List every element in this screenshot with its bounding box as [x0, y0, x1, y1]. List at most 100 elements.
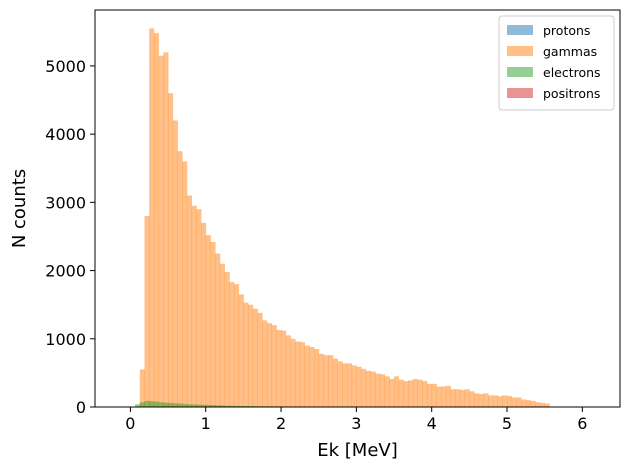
gammas-bar [149, 28, 155, 407]
gammas-bar [521, 399, 527, 407]
gammas-bar [318, 353, 324, 407]
y-tick-label: 0 [76, 398, 86, 417]
legend-label-positrons: positrons [543, 86, 600, 101]
electrons-bar [172, 403, 178, 407]
y-tick-label: 3000 [45, 193, 86, 212]
gammas-bar [332, 358, 338, 407]
y-tick-label: 1000 [45, 330, 86, 349]
gammas-bar [502, 395, 508, 407]
legend-swatch-positrons [507, 88, 533, 98]
electrons-bar [219, 405, 225, 407]
legend: protons gammas electrons positrons [498, 15, 615, 111]
legend-label-gammas: gammas [543, 44, 597, 59]
gammas-bar [431, 383, 437, 407]
gammas-bar [488, 395, 494, 407]
electrons-bar [229, 405, 235, 407]
gammas-bar [379, 374, 386, 407]
gammas-bar [186, 195, 193, 407]
electrons-bar [224, 405, 230, 407]
gammas-bar [445, 385, 451, 407]
gammas-bar [233, 284, 240, 407]
gammas-bar [262, 320, 268, 407]
gammas-bar [459, 389, 466, 407]
legend-swatch-gammas [507, 46, 533, 56]
electrons-bar [139, 402, 145, 407]
gammas-bar [544, 403, 550, 407]
electrons-bar [201, 404, 207, 407]
electrons-bar [163, 402, 169, 407]
x-tick-label: 0 [125, 414, 135, 433]
electrons-bar [153, 401, 160, 407]
gammas-bar [215, 253, 221, 407]
gammas-bar [464, 389, 470, 407]
electrons-bar [177, 403, 183, 407]
gammas-bar [304, 345, 310, 407]
gammas-bar [144, 216, 150, 407]
gammas-bar [210, 241, 216, 407]
gammas-bar [238, 294, 244, 407]
gammas-bar [182, 161, 188, 407]
gammas-bar [328, 355, 334, 407]
gammas-bar [441, 386, 447, 407]
gammas-bar [389, 379, 395, 407]
gammas-bar [351, 365, 357, 407]
gammas-bar [356, 366, 362, 407]
gammas-bar [346, 363, 353, 407]
gammas-bar [394, 376, 400, 407]
gammas-bar [290, 338, 296, 407]
gammas-bar [177, 151, 183, 407]
gammas-bar [507, 396, 513, 407]
gammas-bar [412, 379, 418, 407]
x-tick-label: 5 [502, 414, 512, 433]
y-axis-label: N counts [9, 169, 30, 248]
electrons-bar [196, 404, 202, 407]
gammas-bar [153, 33, 160, 407]
gammas-bar [478, 394, 484, 407]
gammas-bar [191, 205, 197, 407]
gammas-bar [266, 323, 273, 407]
electrons-bar [238, 405, 244, 407]
gammas-bar [483, 393, 489, 407]
gammas-bar [281, 330, 287, 407]
gammas-bar [257, 312, 263, 407]
electrons-bar [144, 400, 150, 407]
gammas-bar [309, 346, 315, 407]
gammas-bar [361, 368, 367, 407]
gammas-bar [323, 355, 329, 407]
gammas-bar [375, 373, 381, 407]
gammas-bar [417, 379, 423, 407]
y-tick-label: 5000 [45, 57, 86, 76]
y-axis-ticks: 0 1000 2000 3000 4000 5000 [45, 57, 95, 417]
gammas-bar [139, 369, 145, 407]
gammas-bar [450, 389, 456, 407]
gammas-bar [337, 361, 343, 407]
electrons-bar [168, 402, 174, 407]
legend-label-protons: protons [543, 23, 590, 38]
gammas-bar [163, 52, 169, 408]
plot-area [135, 28, 550, 408]
gammas-bar [474, 393, 480, 407]
electrons-bar [191, 404, 197, 407]
x-tick-label: 3 [351, 414, 361, 433]
gammas-bar [497, 396, 503, 407]
legend-box [498, 15, 615, 111]
electrons-bar [210, 405, 216, 407]
gammas-bar [422, 381, 428, 407]
gammas-bar [252, 308, 258, 407]
gammas-bar [248, 304, 254, 407]
gammas-bar [408, 380, 414, 407]
gammas-bar [535, 402, 541, 407]
gammas-bar [201, 222, 207, 407]
legend-swatch-protons [507, 25, 533, 35]
gammas-bar [398, 379, 404, 407]
gammas-bar [539, 402, 546, 407]
electrons-bar [215, 405, 221, 407]
gammas-bar [271, 325, 277, 407]
x-axis-label: Ek [MeV] [317, 440, 397, 461]
electrons-bar [205, 404, 211, 407]
gammas-bar [243, 302, 249, 407]
x-tick-label: 6 [577, 414, 587, 433]
gammas-bar [285, 335, 291, 407]
gammas-bar [229, 282, 235, 407]
